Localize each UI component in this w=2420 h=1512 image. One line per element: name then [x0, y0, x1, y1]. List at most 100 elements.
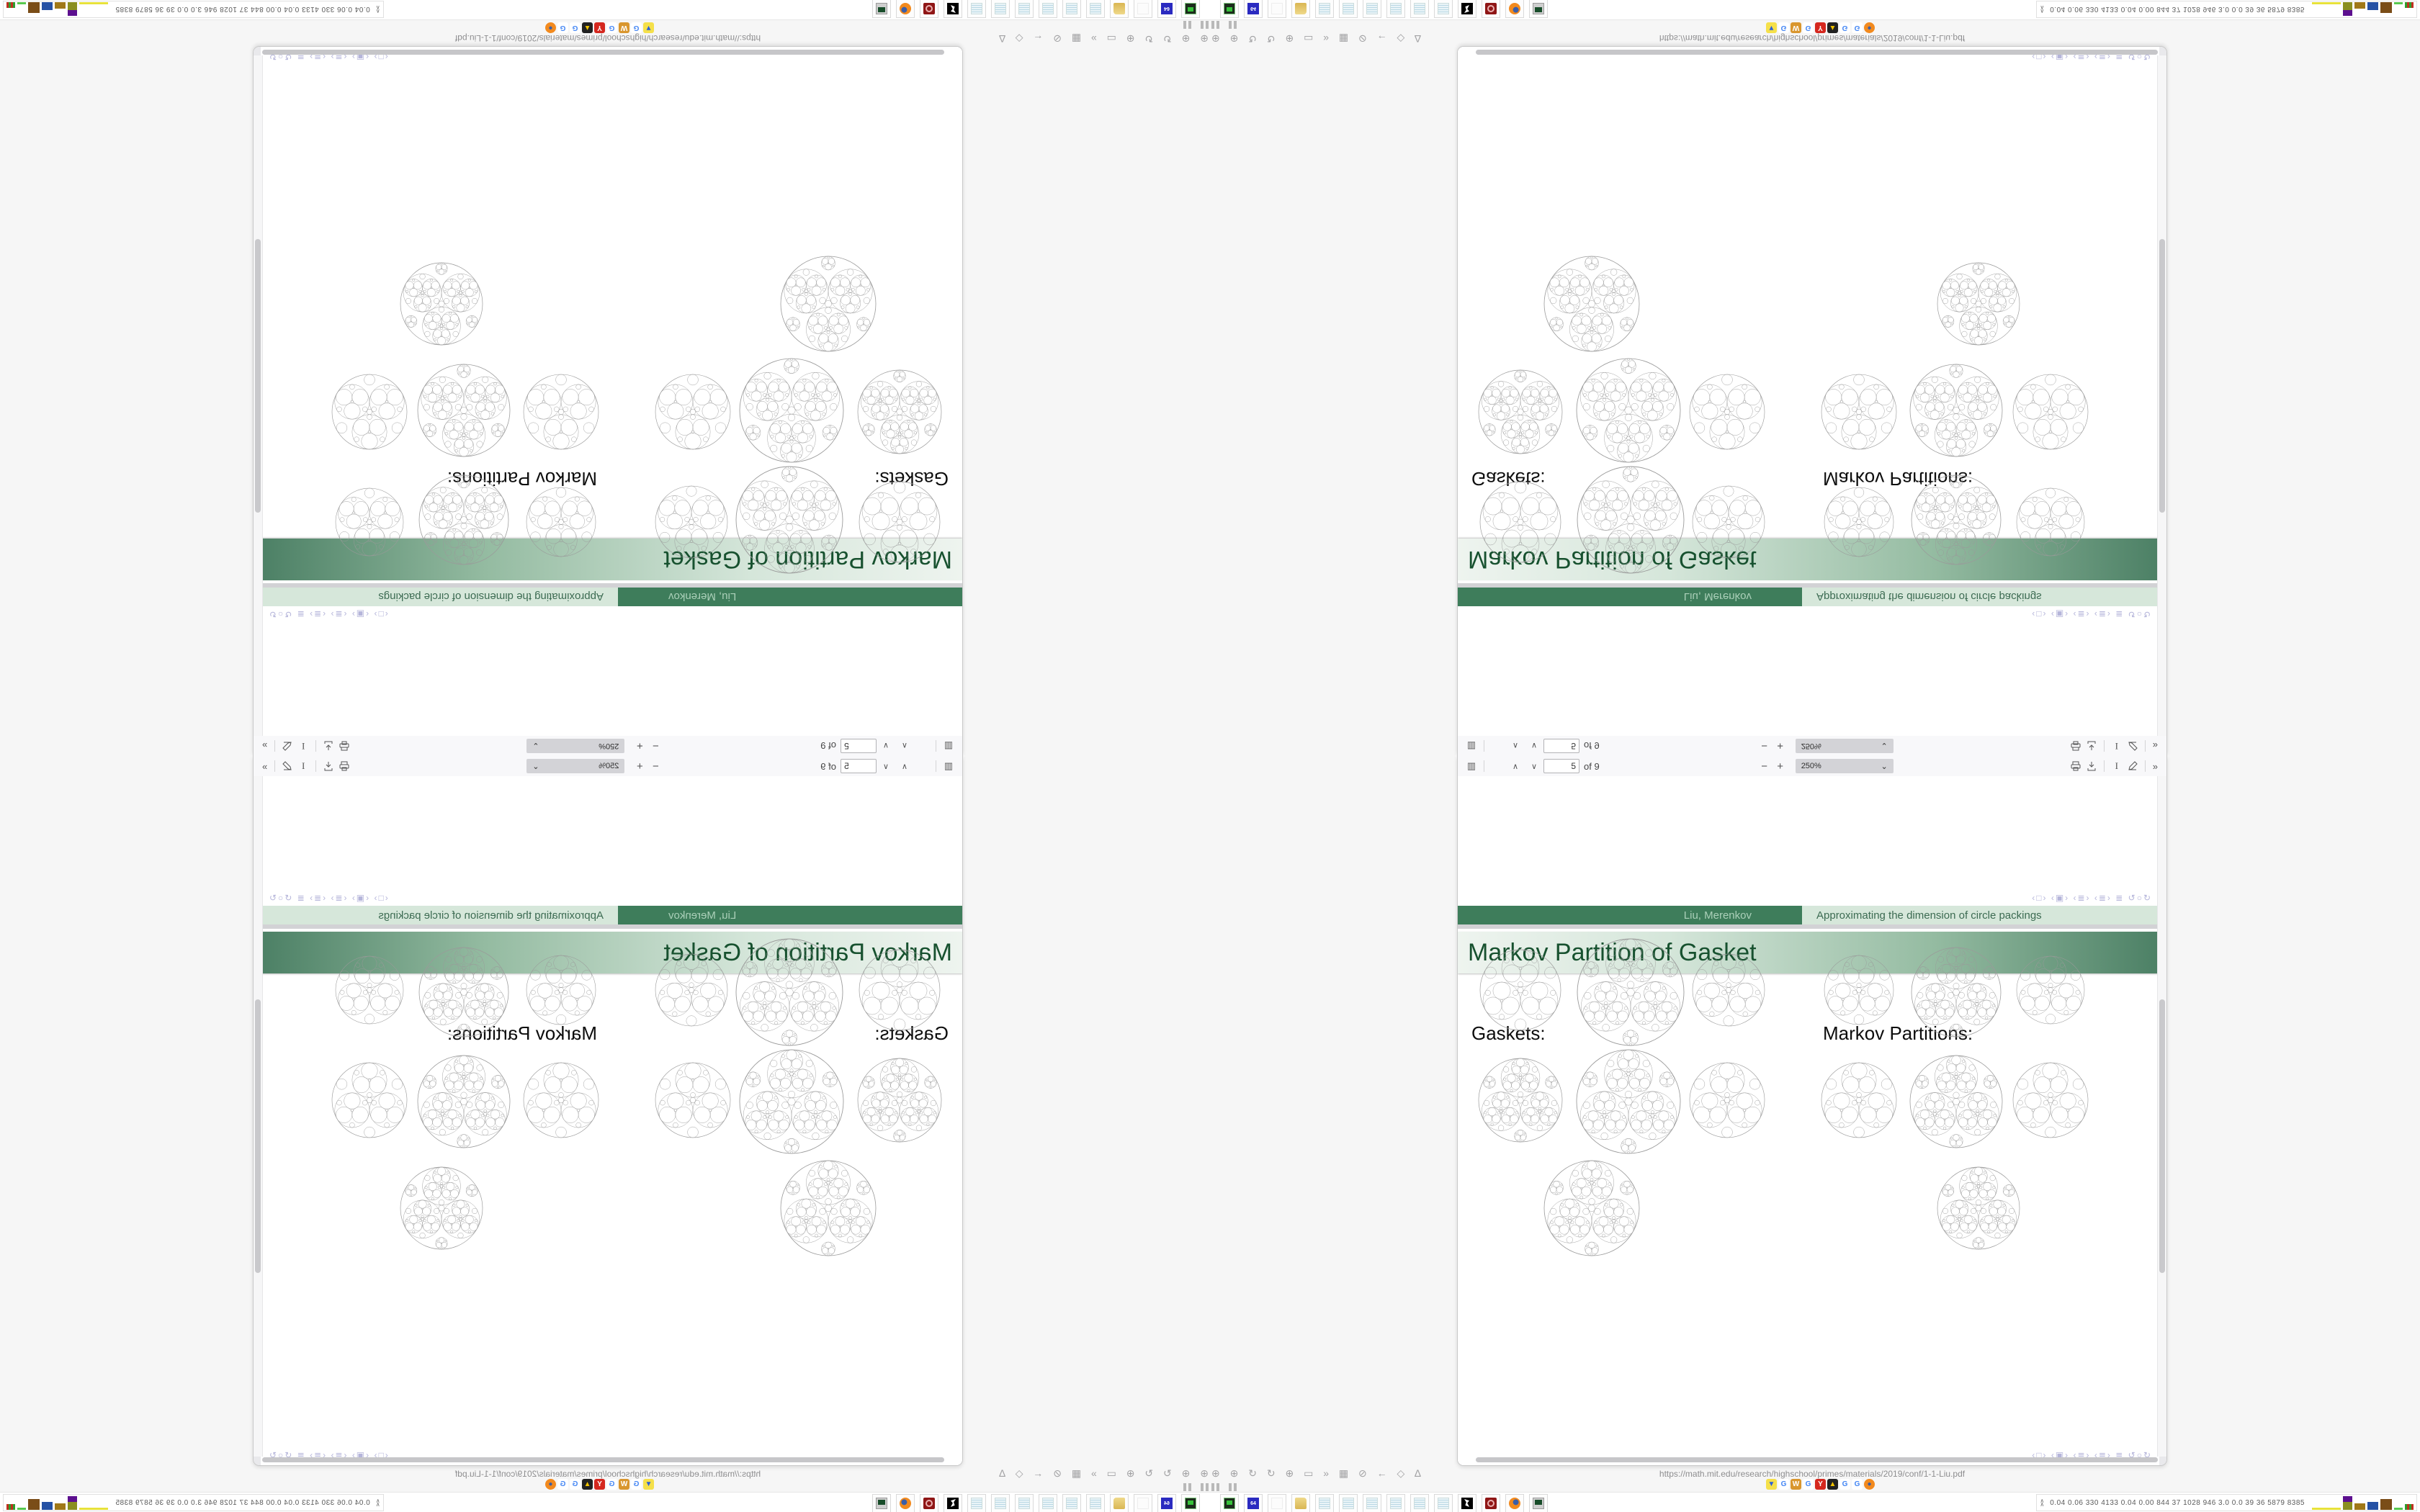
taskbar-button-note[interactable]: [967, 1494, 986, 1512]
zoom-in-button[interactable]: +: [636, 760, 643, 773]
tab-favicon[interactable]: ▲: [1827, 22, 1838, 33]
tab-favicon[interactable]: G: [1852, 1479, 1863, 1490]
taskbar-button-note[interactable]: [967, 0, 986, 18]
taskbar-button-red[interactable]: [1482, 1494, 1500, 1512]
taskbar-button-floppy[interactable]: 64: [1157, 0, 1176, 18]
draw-annotation-icon[interactable]: [279, 758, 295, 774]
taskbar-button-folder[interactable]: [1291, 0, 1310, 18]
tab-favicon[interactable]: Y: [594, 22, 605, 33]
next-page-button[interactable]: ∨: [882, 741, 889, 750]
page-number-input[interactable]: [841, 759, 877, 773]
tab-favicon[interactable]: ●: [1864, 1479, 1875, 1490]
browser-status-icons[interactable]: ⊕ ⊕ ↻ ↻ ⊕ ▭ » ▦ ⊘ ← ◇ ∆: [995, 33, 1209, 45]
tab-favicon[interactable]: Y: [594, 1479, 605, 1490]
tab-favicon[interactable]: G: [1803, 22, 1814, 33]
tab-favicon[interactable]: ▼: [643, 1479, 654, 1490]
text-annotation-icon[interactable]: I: [2115, 760, 2118, 771]
previous-page-button[interactable]: ∧: [901, 762, 908, 771]
taskbar-button-note[interactable]: [991, 1494, 1010, 1512]
tab-favicon[interactable]: W: [619, 1479, 629, 1490]
taskbar-button-blank[interactable]: [1268, 0, 1286, 18]
tab-favicon[interactable]: Y: [1815, 22, 1826, 33]
taskbar-button-monitor[interactable]: [872, 0, 891, 18]
page-number-input[interactable]: [1543, 739, 1579, 753]
taskbar-button-note[interactable]: [1434, 0, 1453, 18]
taskbar-button-note[interactable]: [1410, 0, 1429, 18]
zoom-select[interactable]: 250% ⌄: [526, 759, 625, 773]
previous-page-button[interactable]: ∧: [1512, 741, 1519, 750]
taskbar-button-note[interactable]: [1339, 0, 1358, 18]
horizontal-scrollbar-thumb[interactable]: [262, 50, 944, 55]
taskbar-button-monitor[interactable]: [872, 1494, 891, 1512]
taskbar-button-note[interactable]: [1015, 1494, 1034, 1512]
taskbar-button-red[interactable]: [1482, 0, 1500, 18]
sidebar-toggle-icon[interactable]: ▥: [944, 760, 954, 771]
taskbar-button-bw[interactable]: [1458, 0, 1476, 18]
tab-favicon[interactable]: G: [1839, 1479, 1850, 1490]
more-tools-button[interactable]: »: [262, 760, 268, 772]
tab-favicon[interactable]: G: [1839, 22, 1850, 33]
tab-favicon[interactable]: G: [1778, 1479, 1789, 1490]
taskbar-button-floppy[interactable]: 64: [1157, 1494, 1176, 1512]
taskbar-button-blank[interactable]: [1268, 1494, 1286, 1512]
taskbar-button-terminal[interactable]: [1181, 0, 1200, 18]
taskbar-button-note[interactable]: [1363, 0, 1381, 18]
taskbar-button-firefox[interactable]: [896, 1494, 915, 1512]
favicon-row[interactable]: ▼ G W G Y ▲ G G ●: [545, 1479, 654, 1490]
zoom-select[interactable]: 250% ⌄: [1795, 759, 1894, 773]
tab-favicon[interactable]: W: [619, 22, 629, 33]
print-icon[interactable]: [2068, 758, 2084, 774]
more-tools-button[interactable]: »: [262, 740, 268, 752]
taskbar-button-note[interactable]: [1015, 0, 1034, 18]
page-number-input[interactable]: [1543, 759, 1579, 773]
taskbar-button-firefox[interactable]: [1505, 0, 1524, 18]
vertical-scrollbar-thumb[interactable]: [255, 999, 261, 1273]
taskbar-button-blank[interactable]: [1134, 0, 1152, 18]
save-icon[interactable]: [321, 758, 336, 774]
favicon-row[interactable]: ▼ G W G Y ▲ G G ●: [1766, 22, 1875, 33]
zoom-out-button[interactable]: −: [1761, 760, 1768, 773]
vertical-scrollbar[interactable]: [254, 55, 263, 736]
browser-status-icons[interactable]: ⊕ ⊕ ↻ ↻ ⊕ ▭ » ▦ ⊘ ← ◇ ∆: [1211, 1467, 1425, 1479]
taskbar-button-firefox[interactable]: [1505, 1494, 1524, 1512]
tab-favicon[interactable]: G: [1803, 1479, 1814, 1490]
tab-favicon[interactable]: ▲: [1827, 1479, 1838, 1490]
taskbar-button-folder[interactable]: [1110, 1494, 1129, 1512]
tab-favicon[interactable]: G: [1852, 22, 1863, 33]
draw-annotation-icon[interactable]: [279, 738, 295, 754]
vertical-scrollbar[interactable]: [2157, 55, 2166, 736]
taskbar-button-note[interactable]: [1062, 0, 1081, 18]
text-annotation-icon[interactable]: I: [2115, 741, 2118, 752]
horizontal-scrollbar[interactable]: [1458, 50, 2166, 55]
zoom-out-button[interactable]: −: [652, 760, 659, 773]
print-icon[interactable]: [2068, 738, 2084, 754]
sidebar-toggle-icon[interactable]: ▥: [1466, 741, 1476, 752]
zoom-out-button[interactable]: −: [1761, 739, 1768, 752]
zoom-in-button[interactable]: +: [1777, 760, 1784, 773]
page-number-input[interactable]: [841, 739, 877, 753]
taskbar-button-floppy[interactable]: 64: [1244, 0, 1263, 18]
next-page-button[interactable]: ∨: [882, 762, 889, 771]
taskbar-button-note[interactable]: [1086, 0, 1105, 18]
tab-favicon[interactable]: G: [570, 22, 581, 33]
sidebar-toggle-icon[interactable]: ▥: [1466, 760, 1476, 771]
browser-status-icons[interactable]: ⊕ ⊕ ↻ ↻ ⊕ ▭ » ▦ ⊘ ← ◇ ∆: [1211, 33, 1425, 45]
vertical-scrollbar-thumb[interactable]: [2159, 239, 2165, 513]
save-icon[interactable]: [2084, 758, 2099, 774]
tab-favicon[interactable]: ▼: [1766, 22, 1777, 33]
taskbar-button-note[interactable]: [1386, 0, 1405, 18]
more-tools-button[interactable]: »: [2152, 740, 2158, 752]
tab-favicon[interactable]: G: [606, 22, 617, 33]
taskbar-button-terminal[interactable]: [1220, 0, 1239, 18]
horizontal-scrollbar[interactable]: [254, 1457, 962, 1462]
more-tools-button[interactable]: »: [2152, 760, 2158, 772]
vertical-scrollbar-thumb[interactable]: [255, 239, 261, 513]
taskbar-button-note[interactable]: [1363, 1494, 1381, 1512]
horizontal-scrollbar-thumb[interactable]: [1476, 1457, 2158, 1462]
draw-annotation-icon[interactable]: [2125, 738, 2141, 754]
vertical-scrollbar[interactable]: [254, 776, 263, 1457]
next-page-button[interactable]: ∨: [1531, 762, 1538, 771]
taskbar-button-monitor[interactable]: [1529, 0, 1548, 18]
tab-favicon[interactable]: W: [1791, 22, 1801, 33]
taskbar-button-red[interactable]: [920, 0, 938, 18]
